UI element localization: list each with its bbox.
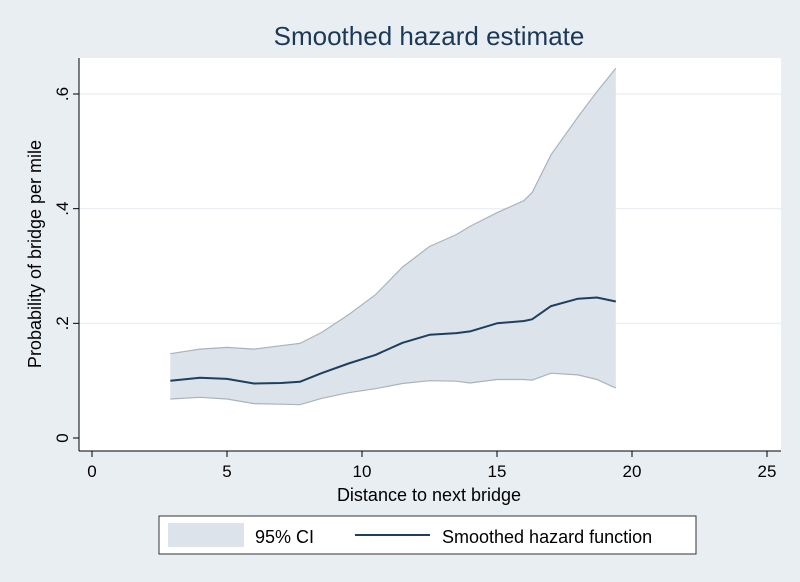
y-axis-label: Probability of bridge per mile — [25, 140, 45, 368]
ci-upper-edge — [170, 67, 617, 355]
x-tick-label: 25 — [758, 462, 777, 481]
y-tick-label: 0 — [53, 433, 72, 442]
legend: 95% CI Smoothed hazard function — [158, 515, 697, 555]
axes: 0 5 10 15 20 25 0 .2 .4 .6 — [53, 58, 781, 481]
legend-ci-swatch — [168, 523, 244, 547]
x-tick-label: 0 — [87, 462, 96, 481]
ci-lower-edge — [170, 372, 617, 406]
hazard-line — [170, 296, 617, 385]
ci-band-layer — [170, 67, 617, 406]
x-axis-label: Distance to next bridge — [337, 485, 521, 505]
chart-title: Smoothed hazard estimate — [274, 21, 585, 51]
x-tick-label: 20 — [623, 462, 642, 481]
y-tick-label: .6 — [53, 87, 72, 101]
x-tick-label: 10 — [353, 462, 372, 481]
x-tick-label: 5 — [222, 462, 231, 481]
hazard-line-layer — [170, 296, 617, 385]
legend-line-label: Smoothed hazard function — [442, 527, 652, 547]
y-tick-label: .4 — [53, 202, 72, 216]
x-tick-label: 15 — [488, 462, 507, 481]
legend-box — [158, 515, 697, 555]
ci-band — [170, 68, 616, 405]
y-tick-label: .2 — [53, 316, 72, 330]
legend-ci-label: 95% CI — [255, 527, 314, 547]
